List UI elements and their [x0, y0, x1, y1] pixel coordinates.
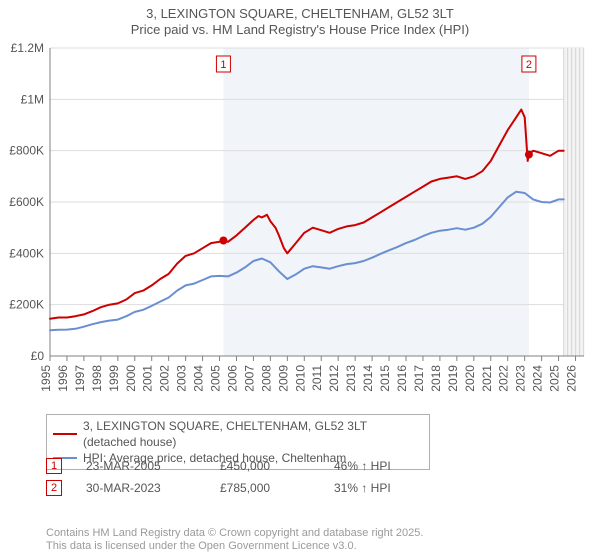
- sale-marker-dot-1: [219, 237, 227, 245]
- svg-text:2020: 2020: [463, 365, 477, 392]
- footer: Contains HM Land Registry data © Crown c…: [46, 527, 423, 555]
- svg-text:2024: 2024: [531, 365, 545, 392]
- legend-swatch-subject: [53, 433, 77, 435]
- chart: £0£200K£400K£600K£800K£1M£1.2M1995199619…: [8, 42, 592, 410]
- chart-title-line2: Price paid vs. HM Land Registry's House …: [0, 22, 600, 38]
- svg-text:2018: 2018: [429, 365, 443, 392]
- marker-row-date-1: 23-MAR-2005: [86, 459, 196, 473]
- sale-marker-label-2: 2: [526, 59, 532, 71]
- svg-text:2025: 2025: [548, 365, 562, 392]
- svg-text:2011: 2011: [310, 365, 324, 391]
- svg-text:1999: 1999: [107, 365, 121, 392]
- svg-text:2012: 2012: [327, 365, 341, 392]
- legend-label-subject: 3, LEXINGTON SQUARE, CHELTENHAM, GL52 3L…: [83, 418, 423, 450]
- svg-text:2001: 2001: [141, 365, 155, 392]
- marker-row-1: 1 23-MAR-2005 £450,000 46% ↑ HPI: [46, 458, 391, 474]
- sale-markers-table: 1 23-MAR-2005 £450,000 46% ↑ HPI 2 30-MAR-202…: [46, 458, 391, 502]
- marker-row-date-2: 30-MAR-2023: [86, 481, 196, 495]
- page: 3, LEXINGTON SQUARE, CHELTENHAM, GL52 3L…: [0, 0, 600, 560]
- svg-text:2005: 2005: [209, 365, 223, 392]
- svg-text:2008: 2008: [259, 365, 273, 392]
- svg-text:2023: 2023: [514, 365, 528, 392]
- svg-text:1998: 1998: [90, 365, 104, 392]
- svg-text:2009: 2009: [276, 365, 290, 392]
- svg-text:2006: 2006: [225, 365, 239, 392]
- svg-text:1996: 1996: [56, 365, 70, 392]
- svg-text:2021: 2021: [480, 365, 494, 392]
- svg-text:2000: 2000: [124, 365, 138, 392]
- svg-text:£1M: £1M: [21, 92, 44, 106]
- svg-text:£800K: £800K: [9, 144, 44, 158]
- svg-text:2003: 2003: [175, 365, 189, 392]
- marker-row-price-1: £450,000: [220, 459, 310, 473]
- svg-text:2015: 2015: [378, 365, 392, 392]
- svg-text:1995: 1995: [39, 365, 53, 392]
- svg-text:2017: 2017: [412, 365, 426, 392]
- marker-row-price-2: £785,000: [220, 481, 310, 495]
- legend-item-subject: 3, LEXINGTON SQUARE, CHELTENHAM, GL52 3L…: [53, 418, 423, 450]
- marker-row-delta-2: 31% ↑ HPI: [334, 481, 391, 495]
- svg-text:2013: 2013: [344, 365, 358, 392]
- svg-text:2002: 2002: [158, 365, 172, 392]
- svg-text:£600K: £600K: [9, 195, 44, 209]
- footer-line1: Contains HM Land Registry data © Crown c…: [46, 527, 423, 541]
- svg-text:2014: 2014: [361, 365, 375, 392]
- chart-svg: £0£200K£400K£600K£800K£1M£1.2M1995199619…: [8, 42, 592, 410]
- marker-row-delta-1: 46% ↑ HPI: [334, 459, 391, 473]
- chart-titles: 3, LEXINGTON SQUARE, CHELTENHAM, GL52 3L…: [0, 0, 600, 39]
- marker-row-box-1: 1: [46, 458, 62, 474]
- footer-line2: This data is licensed under the Open Gov…: [46, 540, 423, 554]
- svg-text:2010: 2010: [293, 365, 307, 392]
- svg-text:£400K: £400K: [9, 246, 44, 260]
- marker-row-box-2: 2: [46, 480, 62, 496]
- sale-marker-label-1: 1: [220, 59, 226, 71]
- chart-title-line1: 3, LEXINGTON SQUARE, CHELTENHAM, GL52 3L…: [0, 6, 600, 22]
- svg-text:£0: £0: [31, 349, 45, 363]
- svg-text:2022: 2022: [497, 365, 511, 392]
- svg-text:£1.2M: £1.2M: [11, 42, 44, 55]
- svg-text:2016: 2016: [395, 365, 409, 392]
- svg-text:2019: 2019: [446, 365, 460, 392]
- svg-text:2004: 2004: [192, 365, 206, 392]
- svg-text:1997: 1997: [73, 365, 87, 392]
- svg-text:£200K: £200K: [9, 298, 44, 312]
- sale-marker-dot-2: [525, 151, 533, 159]
- svg-text:2026: 2026: [565, 365, 579, 392]
- marker-row-2: 2 30-MAR-2023 £785,000 31% ↑ HPI: [46, 480, 391, 496]
- svg-text:2007: 2007: [242, 365, 256, 392]
